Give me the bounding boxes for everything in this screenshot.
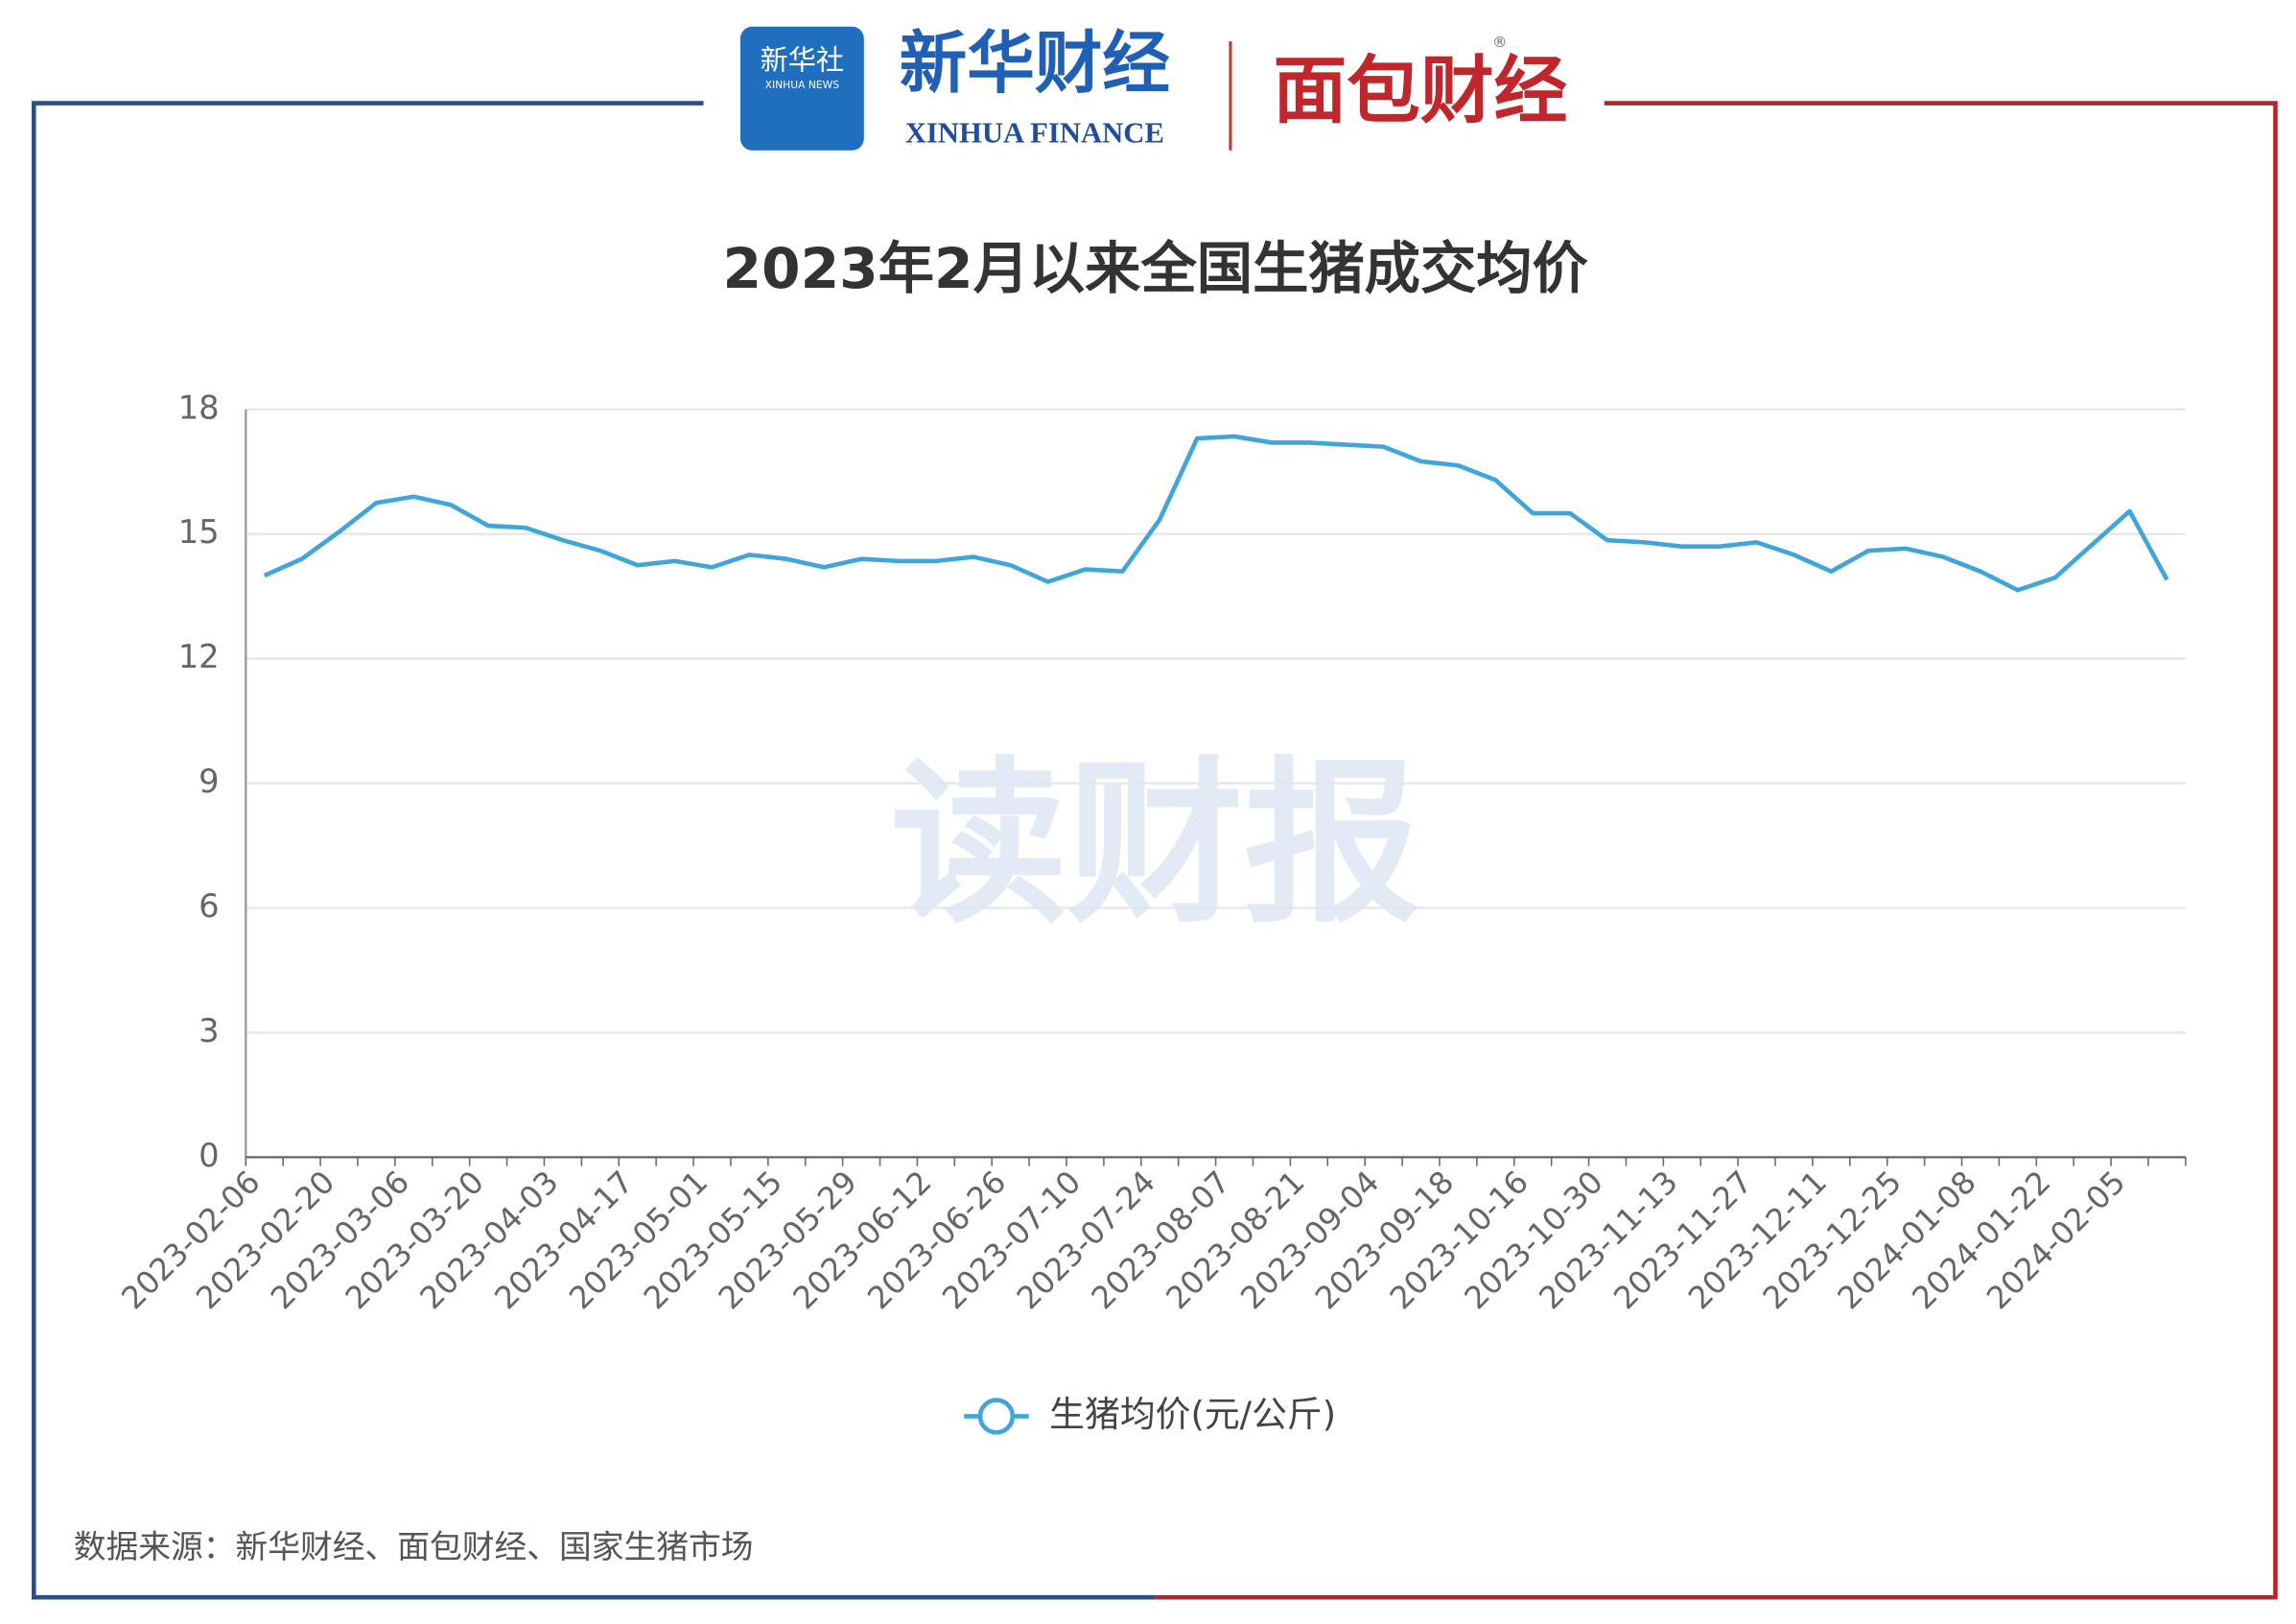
logo-subtext: XINHUA FINANCE: [905, 116, 1164, 149]
data-line: [263, 434, 2169, 593]
frame: [31, 101, 2278, 1600]
y-tick-label: 12: [178, 638, 220, 675]
y-tick-label: 3: [199, 1012, 219, 1049]
logo-text: 新华财经: [900, 27, 1170, 102]
logo-text: 新华社: [761, 44, 844, 77]
logo-text: 面包财经: [1273, 49, 1567, 134]
y-tick-label: 18: [178, 388, 220, 426]
source-note: 数据来源：新华财经、面包财经、国家生猪市场: [74, 1528, 754, 1565]
y-tick-label: 6: [199, 887, 219, 925]
y-tick-label: 0: [199, 1137, 219, 1174]
logo-xinhua: 新华社 XINHUA NEWS 新华财经 XINHUA FINANCE 面包财经…: [739, 26, 1567, 151]
legend-marker: [977, 1398, 1016, 1435]
logo-subtext: XINHUA NEWS: [765, 79, 840, 91]
chart-title: 2023年2月以来全国生猪成交均价: [722, 236, 1588, 301]
registered-mark: ®: [1492, 34, 1507, 51]
y-tick-label: 9: [199, 763, 219, 800]
watermark: 读财报: [890, 742, 1419, 948]
y-tick-label: 15: [178, 513, 220, 551]
legend-label: 生猪均价(元/公斤): [1049, 1394, 1336, 1435]
